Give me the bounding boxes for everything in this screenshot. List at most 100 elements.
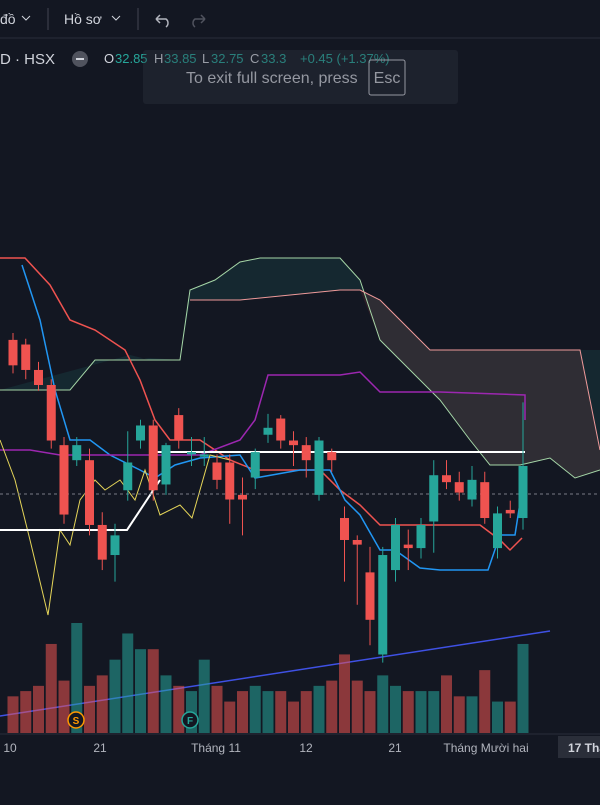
- volume-bar: [351, 680, 363, 733]
- volume-bar: [20, 691, 32, 733]
- volume-bar: [45, 643, 57, 733]
- candle-body: [505, 509, 515, 514]
- candle-body: [378, 555, 388, 655]
- candle-body: [442, 475, 451, 483]
- volume-bar: [237, 691, 248, 733]
- open-value: 32.85: [115, 51, 148, 66]
- volume-bar: [96, 675, 108, 733]
- candle-body: [289, 440, 298, 446]
- volume-bar: [377, 675, 389, 733]
- x-tick-label: Tháng Mười hai: [443, 741, 528, 755]
- undo-button[interactable]: [155, 14, 169, 28]
- x-tick-label: 21: [388, 741, 402, 755]
- volume-bar: [466, 696, 478, 733]
- volume-bar: [326, 680, 338, 733]
- fullscreen-hint: [143, 50, 458, 104]
- candle-body: [97, 524, 107, 560]
- candle-body: [493, 513, 502, 549]
- h-label: H: [154, 51, 163, 66]
- candle-body: [429, 475, 439, 522]
- volume-bar: [84, 685, 95, 733]
- x-tick-label: 10: [3, 741, 17, 755]
- low-value: 32.75: [211, 51, 244, 66]
- volume-bar: [122, 633, 134, 733]
- candle-body: [314, 440, 324, 495]
- candle-body: [467, 479, 477, 500]
- candle-body: [454, 482, 464, 493]
- volume-bar: [249, 685, 261, 733]
- candle-body: [187, 452, 196, 455]
- volume-bar: [211, 685, 223, 733]
- span-b: [190, 289, 600, 451]
- candle-body: [148, 425, 158, 491]
- candle-body: [250, 452, 260, 478]
- candle-body: [199, 454, 209, 457]
- volume-bar: [288, 701, 299, 733]
- ohlc: O 32.85 H 33.85 L 32.75 C 33.3 +0.45 (+1…: [104, 51, 390, 66]
- candle-body: [72, 445, 82, 461]
- event-marker: [67, 711, 85, 729]
- candle-body: [46, 385, 56, 441]
- event-marker-label: S: [73, 716, 80, 727]
- volume-bar: [147, 649, 159, 733]
- candle-body: [365, 572, 375, 620]
- candle-body: [327, 452, 337, 461]
- volume-bar: [415, 691, 427, 733]
- candle-body: [391, 524, 400, 571]
- candle-body: [301, 445, 311, 461]
- chevron: [111, 15, 121, 21]
- candle-body: [123, 462, 133, 491]
- o-label: O: [104, 51, 114, 66]
- cursor-label: 17 Thá: [568, 741, 600, 755]
- candle-body: [34, 369, 43, 385]
- volume-bar: [33, 685, 44, 733]
- volume-bar: [109, 659, 121, 733]
- volume-bar: [313, 685, 325, 733]
- volume-bar: [300, 691, 312, 733]
- candle-body: [263, 427, 273, 435]
- volume-bar: [262, 691, 274, 733]
- c-label: C: [250, 51, 259, 66]
- candle-body: [403, 544, 413, 549]
- candle-body: [174, 415, 184, 441]
- candle-body: [238, 494, 247, 500]
- candle-body: [8, 339, 18, 366]
- x-tick-label: Tháng 11: [191, 741, 241, 755]
- cloud-green: [0, 258, 600, 478]
- profile-menu[interactable]: Hồ sơ: [64, 11, 102, 27]
- candle-body: [276, 418, 286, 441]
- event-marker: [181, 711, 199, 729]
- change: +0.45 (+1.37%): [300, 51, 390, 66]
- chart-menu[interactable]: đồ: [0, 11, 16, 27]
- redo-button[interactable]: [192, 14, 206, 28]
- candle-body: [161, 445, 171, 485]
- volume-bar: [173, 685, 185, 733]
- candle-body: [352, 539, 362, 545]
- candle-body: [59, 445, 69, 515]
- volume-bar: [339, 654, 350, 733]
- volume-bar: [160, 675, 172, 733]
- hint-text: To exit full screen, press: [186, 70, 358, 87]
- volume-bar: [479, 670, 491, 733]
- volume-bar: [402, 691, 414, 733]
- candle-body: [85, 460, 94, 525]
- volume-bar: [7, 696, 19, 733]
- candle-body: [212, 462, 222, 480]
- volume-bar: [428, 691, 440, 733]
- candle-body: [21, 344, 31, 370]
- volume-bar: [390, 685, 401, 733]
- candle-body: [480, 482, 490, 519]
- candles: [7, 332, 529, 733]
- candle-body: [136, 425, 145, 441]
- conversion-line: [21, 264, 523, 571]
- volume-bar: [504, 701, 516, 733]
- volume-bar: [364, 691, 376, 733]
- event-marker-label: F: [187, 716, 193, 727]
- volume-bar: [224, 701, 236, 733]
- candle-body: [518, 465, 528, 519]
- cursor-label-box: [558, 736, 600, 758]
- l-label: L: [202, 51, 209, 66]
- candle-body: [416, 524, 426, 549]
